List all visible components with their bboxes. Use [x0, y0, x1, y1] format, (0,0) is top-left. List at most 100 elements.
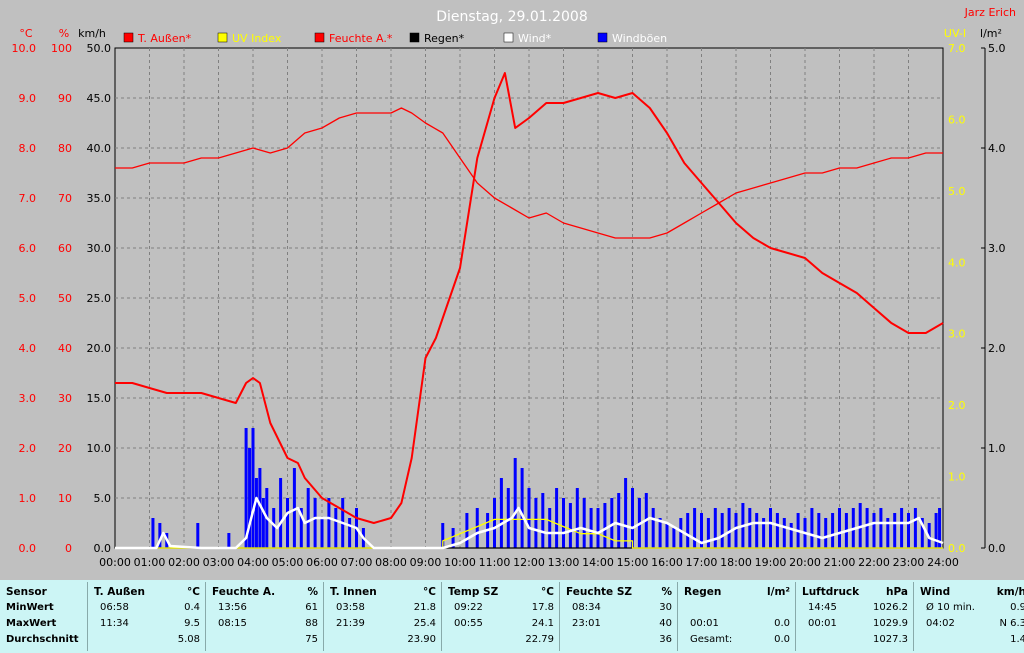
- wind-tick-label: 30.0: [87, 242, 112, 255]
- gust-bar: [610, 498, 614, 548]
- summary-col-unit: °C: [423, 586, 436, 598]
- summary-time: 00:55: [454, 618, 483, 629]
- summary-col-name: T. Innen: [330, 586, 377, 598]
- gust-bar: [651, 508, 655, 548]
- summary-col-unit: hPa: [886, 586, 908, 598]
- temp-tick-label: 7.0: [19, 192, 37, 205]
- summary-value: 0.0: [774, 618, 790, 629]
- humidity-tick-label: 0: [65, 542, 72, 555]
- gust-bar: [520, 468, 524, 548]
- humidity-tick-label: 80: [58, 142, 72, 155]
- gust-bar: [348, 518, 352, 548]
- x-tick-label: 02:00: [168, 556, 200, 569]
- gust-bar: [254, 478, 258, 548]
- uv-tick-label: 3.0: [948, 328, 966, 341]
- summary-separator: [559, 582, 560, 651]
- gust-bar: [568, 503, 572, 548]
- summary-value: 1.4: [1010, 634, 1024, 645]
- temp-tick-label: 2.0: [19, 442, 37, 455]
- gust-bar: [782, 518, 786, 548]
- summary-col-name: Feuchte SZ: [566, 586, 633, 598]
- summary-value: 1026.2: [873, 602, 908, 613]
- uv-tick-label: 6.0: [948, 113, 966, 126]
- author-label: Jarz Erich: [964, 6, 1016, 19]
- summary-value: N 6.3: [999, 618, 1024, 629]
- summary-value: 1029.9: [873, 618, 908, 629]
- x-tick-label: 08:00: [375, 556, 407, 569]
- gust-bar: [320, 518, 324, 548]
- gust-bar: [261, 498, 265, 548]
- gust-bar: [227, 533, 231, 548]
- summary-time: Gesamt:: [690, 634, 733, 645]
- summary-time: 06:58: [100, 602, 129, 613]
- legend-label: Regen*: [424, 32, 465, 45]
- temp-tick-label: 9.0: [19, 92, 37, 105]
- x-tick-label: 16:00: [651, 556, 683, 569]
- wind-unit-label: km/h: [78, 27, 106, 40]
- gust-bar: [313, 498, 317, 548]
- series-layer: [115, 72, 944, 550]
- gust-bar: [299, 508, 303, 548]
- gust-bar: [865, 508, 869, 548]
- uv-tick-label: 1.0: [948, 471, 966, 484]
- summary-value: 23.90: [407, 634, 436, 645]
- summary-time: 11:34: [100, 618, 129, 629]
- summary-col-unit: °C: [541, 586, 554, 598]
- summary-col-unit: l/m²: [767, 586, 790, 598]
- gust-bar: [706, 518, 710, 548]
- summary-value: 22.79: [525, 634, 554, 645]
- x-tick-label: 06:00: [306, 556, 338, 569]
- gust-bar: [879, 508, 883, 548]
- gust-bar: [499, 478, 503, 548]
- legend-swatch: [503, 32, 514, 43]
- gust-bar: [196, 523, 200, 548]
- x-tick-label: 21:00: [824, 556, 856, 569]
- rain-tick-label: 0.0: [988, 542, 1006, 555]
- uv-unit-label: UV-I: [944, 27, 966, 40]
- uv-tick-label: 5.0: [948, 185, 966, 198]
- summary-value: 9.5: [184, 618, 200, 629]
- x-tick-label: 11:00: [479, 556, 511, 569]
- summary-value: 17.8: [531, 602, 554, 613]
- gust-bar: [810, 508, 814, 548]
- gust-bar: [817, 513, 821, 548]
- gust-bar: [562, 498, 565, 548]
- x-tick-label: 01:00: [134, 556, 166, 569]
- summary-row-label: Sensor: [6, 586, 47, 598]
- gust-bar: [451, 528, 455, 548]
- gust-bar: [527, 488, 531, 548]
- weather-chart: Dienstag, 29.01.2008 Jarz Erich °C % km/…: [12, 6, 1017, 569]
- x-tick-label: 00:00: [99, 556, 131, 569]
- legend-swatch: [597, 32, 608, 43]
- x-tick-label: 12:00: [513, 556, 545, 569]
- gust-bar: [838, 508, 841, 548]
- x-tick-label: 03:00: [203, 556, 235, 569]
- gust-bar: [748, 508, 752, 548]
- uv-tick-label: 4.0: [948, 256, 966, 269]
- gust-bar: [279, 478, 283, 548]
- summary-value: 30: [659, 602, 672, 613]
- gust-bar: [769, 508, 772, 548]
- wind-tick-label: 15.0: [87, 392, 112, 405]
- gust-bar: [700, 513, 703, 548]
- gust-bar: [272, 508, 276, 548]
- gust-bar: [513, 458, 517, 548]
- summary-time: 21:39: [336, 618, 365, 629]
- rain-tick-label: 5.0: [988, 42, 1006, 55]
- gust-bar: [286, 498, 289, 548]
- humidity-tick-label: 30: [58, 392, 72, 405]
- temp-tick-label: 8.0: [19, 142, 37, 155]
- x-tick-label: 04:00: [237, 556, 269, 569]
- summary-col-name: Feuchte A.: [212, 586, 276, 598]
- legend-label: UV Index: [232, 32, 282, 45]
- summary-col-name: Regen: [684, 586, 722, 598]
- series-line-temp: [115, 72, 944, 524]
- gust-bar: [631, 488, 634, 548]
- summary-separator: [323, 582, 324, 651]
- x-tick-label: 17:00: [686, 556, 718, 569]
- legend-label: Windböen: [612, 32, 667, 45]
- summary-separator: [87, 582, 88, 651]
- x-tick-label: 23:00: [893, 556, 925, 569]
- gust-bar: [506, 488, 510, 548]
- legend-swatch: [217, 32, 228, 43]
